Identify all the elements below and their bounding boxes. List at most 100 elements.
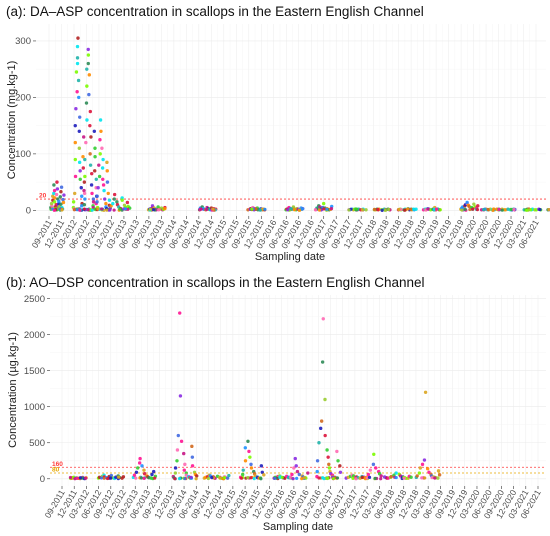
data-point [91, 200, 96, 204]
data-point [302, 476, 306, 480]
data-point [292, 466, 296, 470]
data-point [148, 207, 152, 212]
data-point [101, 157, 105, 162]
data-point [372, 207, 377, 211]
data-point [259, 464, 264, 468]
data-point [297, 208, 302, 212]
data-point [475, 208, 480, 212]
data-point [364, 208, 368, 212]
data-point [425, 467, 430, 471]
panel-a-grid [36, 24, 546, 216]
data-point [92, 129, 97, 133]
data-point [178, 394, 183, 398]
data-point [68, 475, 73, 480]
data-point [225, 476, 230, 480]
data-point [61, 200, 66, 205]
data-point [317, 476, 321, 480]
data-point [471, 207, 475, 211]
y-tick-label: 1500 [24, 366, 45, 377]
data-point [249, 462, 253, 467]
data-point [87, 73, 92, 77]
data-point [93, 169, 97, 173]
data-point [90, 208, 94, 212]
data-point [117, 475, 121, 479]
data-point [75, 61, 80, 66]
data-point [379, 477, 383, 481]
data-point [89, 135, 93, 139]
data-point [121, 475, 126, 479]
data-point [199, 207, 203, 211]
data-point [88, 163, 93, 167]
data-point [140, 464, 144, 468]
data-point [426, 207, 430, 211]
data-point [82, 203, 87, 207]
data-point [399, 207, 403, 212]
data-point [182, 468, 186, 472]
data-point [83, 174, 87, 179]
data-point [93, 146, 97, 150]
panel-a-x-axis-title: Sampling date [255, 251, 325, 263]
data-point [60, 208, 64, 212]
data-point [249, 476, 253, 480]
panel-b-grid [50, 295, 546, 486]
data-point [313, 208, 318, 212]
panel-a-y-ticks: 0 100 200 300 [15, 36, 36, 217]
data-point [397, 207, 401, 212]
data-point [394, 471, 398, 475]
data-point [379, 474, 383, 478]
data-point [512, 207, 516, 212]
data-point [52, 208, 56, 212]
data-point [62, 193, 66, 197]
data-point [326, 455, 330, 459]
data-point [402, 476, 406, 480]
data-point [55, 180, 59, 184]
data-point [75, 44, 80, 49]
data-point [194, 477, 198, 481]
data-point [319, 426, 323, 431]
data-point [371, 462, 376, 467]
data-point [292, 208, 296, 212]
data-point [105, 476, 110, 481]
data-point [89, 183, 94, 187]
data-point [59, 202, 63, 206]
data-point [476, 204, 480, 208]
data-point [190, 464, 195, 468]
data-point [412, 207, 416, 211]
data-point [112, 197, 116, 201]
data-point [97, 174, 102, 179]
data-point [319, 419, 324, 423]
y-tick-label: 2500 [24, 294, 45, 305]
panel-a: (a): DA–ASP concentration in scallops in… [6, 4, 550, 263]
data-point [91, 197, 96, 201]
data-point [99, 476, 104, 480]
data-point [227, 473, 231, 478]
data-point [323, 397, 327, 402]
data-point [463, 207, 467, 211]
data-point [482, 208, 486, 212]
data-point [84, 101, 89, 105]
data-point [88, 152, 92, 156]
data-point [101, 177, 105, 181]
data-point [112, 208, 116, 212]
data-point [95, 194, 99, 198]
data-point [239, 476, 244, 480]
y-tick-label: 100 [15, 149, 31, 160]
data-point [436, 469, 441, 473]
panel-b-x-axis-title: Sampling date [263, 521, 333, 533]
data-point [82, 135, 86, 139]
data-point [78, 476, 82, 480]
data-point [99, 129, 103, 133]
data-point [306, 471, 310, 475]
data-point [434, 207, 439, 211]
data-point [409, 207, 413, 211]
data-point [260, 470, 264, 475]
data-point [55, 187, 60, 191]
data-point [250, 207, 254, 211]
data-point [105, 160, 109, 165]
data-point [173, 466, 178, 470]
data-point [323, 433, 327, 438]
data-point [437, 473, 442, 477]
data-point [176, 433, 180, 438]
data-point [142, 468, 146, 472]
data-point [94, 177, 98, 181]
